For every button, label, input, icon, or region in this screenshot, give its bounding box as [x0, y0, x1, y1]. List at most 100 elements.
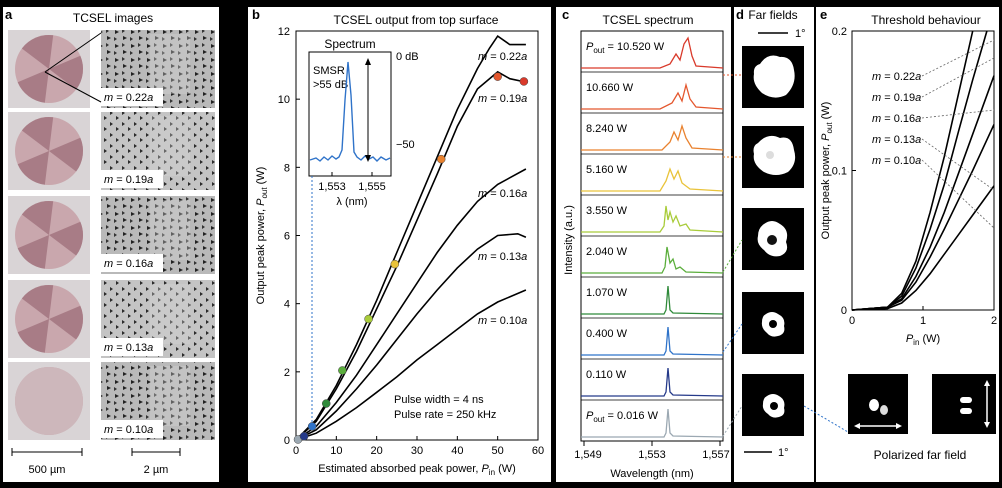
spectrum-row-label: 3.550 W: [586, 205, 628, 217]
panel-b-marker: [322, 399, 331, 408]
spectrum-row-label: 2.040 W: [586, 246, 628, 258]
panel-e-series-label: m = 0.13a: [872, 134, 921, 146]
panel-d-letter: d: [736, 7, 744, 22]
far-field-image-4: [742, 292, 804, 354]
panel-b-series-label: m = 0.13a: [478, 251, 527, 263]
panel-a-title: TCSEL images: [73, 11, 153, 25]
panel-b-marker: [364, 314, 373, 324]
spectrum-row-label: 5.160 W: [586, 164, 628, 176]
spectrum-trace: [581, 167, 724, 192]
panel-e: e Threshold behaviour 0 1 2 0 0.1 0.2 Pin (W) O…: [820, 7, 997, 462]
panel-e-xlabel: Pin (W): [906, 333, 940, 347]
inset-xtick-2: 1,555: [358, 181, 386, 193]
panel-b-series-label: m = 0.10a: [478, 315, 527, 327]
panel-c-xtick-3: 1,557: [702, 449, 730, 461]
spectrum-trace: [581, 326, 724, 356]
inset-0db: 0 dB: [396, 51, 419, 63]
panel-e-label-leader: [921, 159, 995, 229]
panel-b-series-line: [295, 168, 527, 441]
inset-minus50: −50: [396, 139, 415, 151]
spectrum-row-label: 10.660 W: [586, 82, 634, 94]
panel-c-letter: c: [562, 7, 569, 22]
panel-e-xtick-label: 1: [920, 315, 926, 327]
disk-sector: [21, 201, 54, 235]
far-field-image-1: [742, 46, 804, 108]
spectrum-row-label: 1.070 W: [586, 287, 628, 299]
disk-sector: [17, 235, 49, 269]
panel-c-xtick-1: 1,549: [574, 449, 602, 461]
panel-e-series-label: m = 0.22a: [872, 71, 921, 83]
panel-e-series-line: [851, 185, 995, 311]
spectrum-trace: [581, 123, 724, 151]
far-field-scale-bottom-label: 1°: [778, 447, 789, 459]
sem-label-m-0.13: m = 0.13a: [104, 342, 153, 354]
scale-label-500um: 500 µm: [29, 464, 66, 476]
spectrum-row-label: 8.240 W: [586, 123, 628, 135]
panel-e-ytick-label: 0: [841, 305, 847, 317]
panel-c: c TCSEL spectrum Intensity (a.u.) Pout =…: [562, 7, 730, 480]
polarized-far-field-vertical: [932, 374, 996, 434]
sem-label-m-0.10: m = 0.10a: [104, 424, 153, 436]
panel-b-xtick-label: 20: [371, 445, 383, 457]
spectrum-trace: [581, 205, 724, 233]
panel-e-label-leader: [921, 57, 995, 98]
panel-e-label-leader: [921, 39, 995, 77]
pulse-width-note: Pulse width = 4 ns: [394, 394, 484, 406]
panel-b-marker: [307, 422, 317, 431]
sem-label-m-0.16: m = 0.16a: [104, 258, 153, 270]
panel-b-ytick-label: 12: [278, 26, 290, 38]
panel-a-letter: a: [5, 7, 13, 22]
panel-b-title: TCSEL output from top surface: [334, 13, 499, 27]
panel-b-xtick-label: 30: [411, 445, 423, 457]
polarized-far-field-horizontal: [848, 374, 908, 434]
panel-c-bg: [556, 7, 731, 482]
panel-b-xtick-label: 60: [532, 445, 544, 457]
inset-title: Spectrum: [324, 37, 375, 51]
panel-b-ylabel: Output peak power, Pout (W): [255, 167, 269, 305]
disk-plain: [15, 367, 83, 435]
panel-b-series-line: [295, 289, 527, 441]
inset-spectrum-line: [309, 61, 391, 162]
panel-b-xtick-label: 10: [330, 445, 342, 457]
inset-xlabel: λ (nm): [336, 196, 367, 208]
spectrum-trace: [581, 82, 724, 110]
panel-c-title: TCSEL spectrum: [603, 13, 694, 27]
panel-b-ytick-label: 2: [284, 367, 290, 379]
panel-b-marker: [519, 77, 529, 86]
panel-e-letter: e: [820, 7, 827, 22]
panel-b-xtick-label: 0: [293, 445, 299, 457]
panel-a: a TCSEL images m = 0.22a m = 0.19a m = 0.1…: [5, 7, 215, 476]
panel-d-title: Far fields: [748, 8, 797, 22]
disk-sector: [49, 221, 83, 256]
panel-c-xtick-2: 1,553: [638, 449, 666, 461]
sem-label-m-0.22: m = 0.22a: [104, 92, 153, 104]
far-field-image-5: [742, 374, 804, 436]
disk-sector: [17, 319, 49, 353]
scale-label-2um: 2 µm: [144, 464, 169, 476]
panel-b-marker: [299, 432, 309, 441]
polarized-far-field-label: Polarized far field: [874, 448, 967, 462]
panel-b-series-label: m = 0.16a: [478, 188, 527, 200]
panel-b-series-line: [295, 70, 527, 441]
disk-sector: [49, 137, 83, 172]
panel-e-ylabel: Output peak power, Pout (W): [820, 102, 834, 240]
panel-b-series-line: [295, 232, 527, 441]
spectrum-trace: [581, 408, 724, 438]
smsr-label-1: SMSR: [313, 65, 345, 77]
panel-e-series-label: m = 0.16a: [872, 113, 921, 125]
panel-e-ytick-label: 0.1: [832, 166, 847, 178]
panel-d: d Far fields 1° 1°: [722, 7, 849, 459]
panel-e-label-leader: [921, 109, 995, 119]
far-field-image-2: [742, 126, 804, 188]
panel-e-ytick-label: 0.2: [832, 26, 847, 38]
panel-e-xtick-label: 0: [849, 315, 855, 327]
panel-b-ytick-label: 4: [284, 299, 290, 311]
spectrum-trace: [581, 246, 724, 274]
panel-b-marker: [338, 366, 347, 375]
panel-b-series-label: m = 0.19a: [478, 93, 527, 105]
panel-e-series-label: m = 0.19a: [872, 92, 921, 104]
disk-sector: [21, 285, 54, 319]
panel-b-xtick-label: 50: [492, 445, 504, 457]
inset-xtick-1: 1,553: [318, 181, 346, 193]
